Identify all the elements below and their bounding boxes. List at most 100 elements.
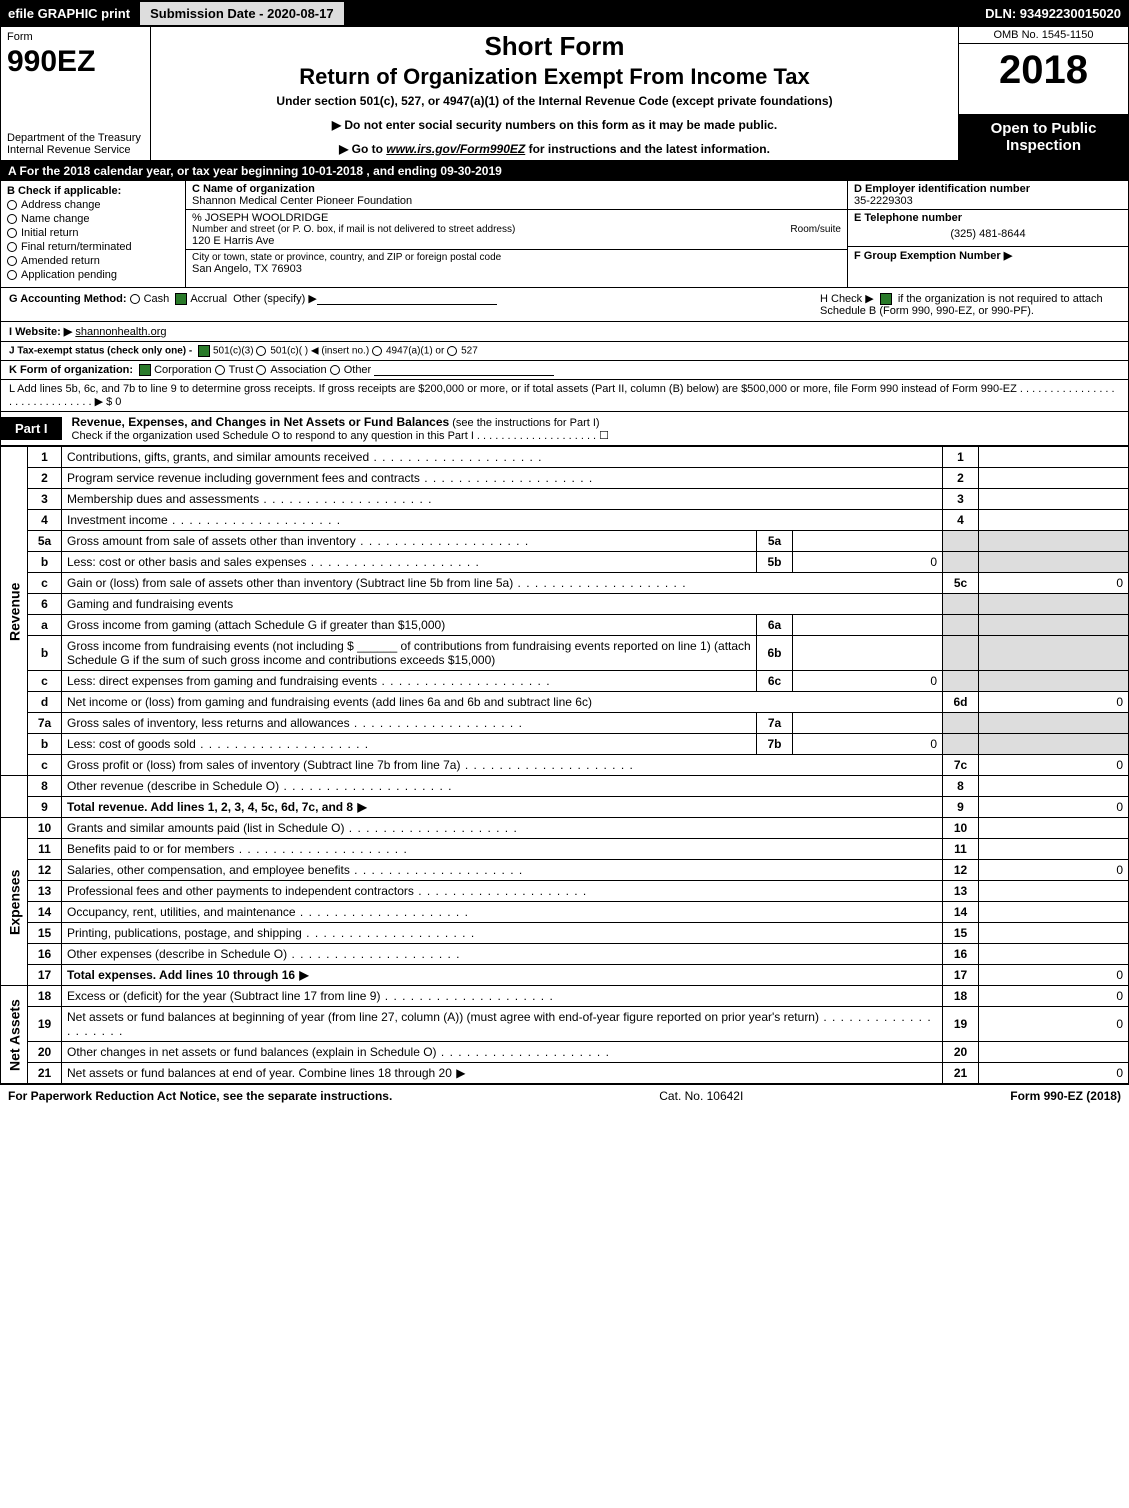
period-end: 09-30-2019 [440,164,501,178]
line-num: 10 [28,818,62,839]
instructions-link[interactable]: www.irs.gov/Form990EZ [386,142,525,156]
radio-icon[interactable] [256,346,266,356]
line-amount: 0 [979,1063,1129,1084]
line-col: 16 [943,944,979,965]
grey-cell [979,615,1129,636]
spacer [1,776,28,818]
line-amount [979,1042,1129,1063]
line-num: 19 [28,1007,62,1042]
radio-icon[interactable] [130,294,140,304]
part1-title-suffix: (see the instructions for Part I) [449,417,599,429]
line-num: b [28,636,62,671]
line-desc: Net income or (loss) from gaming and fun… [62,692,943,713]
line-desc: Less: cost or other basis and sales expe… [62,552,757,573]
line-desc: Total revenue. Add lines 1, 2, 3, 4, 5c,… [62,797,943,818]
chk-application-pending: Application pending [21,269,117,281]
k-other: Other [344,364,372,376]
grey-cell [943,713,979,734]
grey-cell [943,636,979,671]
radio-icon[interactable] [215,365,225,375]
row-i: I Website: ▶ shannonhealth.org [0,322,1129,342]
goto-suffix: for instructions and the latest informat… [525,142,770,156]
line-amount: 0 [979,755,1129,776]
org-name: Shannon Medical Center Pioneer Foundatio… [192,195,841,207]
room-label: Room/suite [790,224,841,235]
line-col: 4 [943,510,979,531]
j-4947: 4947(a)(1) or [386,346,444,357]
line-col: 15 [943,923,979,944]
chk-amended-return: Amended return [21,255,100,267]
accounting-method-label: G Accounting Method: [9,293,127,305]
street-label: Number and street (or P. O. box, if mail… [192,224,515,235]
line-desc: Gain or (loss) from sale of assets other… [62,573,943,594]
row-j: J Tax-exempt status (check only one) - 5… [0,342,1129,361]
website-value[interactable]: shannonhealth.org [75,326,166,338]
subline-label: 7a [757,713,793,734]
radio-icon[interactable] [7,256,17,266]
k-corporation: Corporation [154,364,211,376]
radio-icon[interactable] [7,228,17,238]
top-bar: efile GRAPHIC print Submission Date - 20… [0,0,1129,26]
footer-mid: Cat. No. 10642I [659,1089,743,1103]
grey-cell [979,636,1129,671]
radio-icon[interactable] [7,214,17,224]
radio-icon[interactable] [447,346,457,356]
org-info-block: B Check if applicable: Address change Na… [0,181,1129,288]
radio-icon[interactable] [372,346,382,356]
line-desc: Gross profit or (loss) from sales of inv… [62,755,943,776]
radio-icon[interactable] [7,242,17,252]
line-col: 20 [943,1042,979,1063]
efile-label: efile GRAPHIC print [0,6,138,21]
checkbox-icon[interactable] [880,293,892,305]
group-exemption-label: F Group Exemption Number ▶ [854,249,1122,262]
j-label: J Tax-exempt status (check only one) - [9,346,195,357]
line-col: 11 [943,839,979,860]
h-prefix: H Check ▶ [820,293,877,305]
line-col: 2 [943,468,979,489]
chk-initial-return: Initial return [21,227,78,239]
tax-year: 2018 [959,44,1128,114]
radio-icon[interactable] [7,270,17,280]
line-num: b [28,734,62,755]
line-desc: Gross sales of inventory, less returns a… [62,713,757,734]
line-col: 9 [943,797,979,818]
submission-date: Submission Date - 2020-08-17 [138,0,346,27]
checkbox-icon[interactable] [198,345,210,357]
line-num: c [28,671,62,692]
checkbox-icon[interactable] [175,293,187,305]
line-desc: Other expenses (describe in Schedule O) [62,944,943,965]
open-to-public: Open to Public Inspection [959,114,1128,160]
line-col: 13 [943,881,979,902]
line-desc: Contributions, gifts, grants, and simila… [62,447,943,468]
line-col: 8 [943,776,979,797]
street-value: 120 E Harris Ave [192,235,841,247]
line-amount: 0 [979,692,1129,713]
line-num: 11 [28,839,62,860]
part1-tab: Part I [1,417,62,440]
grey-cell [943,531,979,552]
k-association: Association [270,364,326,376]
part1-check-line: Check if the organization used Schedule … [72,429,1118,442]
line-desc: Other changes in net assets or fund bala… [62,1042,943,1063]
radio-icon[interactable] [330,365,340,375]
line-amount [979,839,1129,860]
subline-value [793,636,943,671]
radio-icon[interactable] [256,365,266,375]
line-desc: Salaries, other compensation, and employ… [62,860,943,881]
part1-header: Part I Revenue, Expenses, and Changes in… [0,412,1129,446]
checkbox-icon[interactable] [139,364,151,376]
grey-cell [979,594,1129,615]
line-amount: 0 [979,1007,1129,1042]
line-col: 1 [943,447,979,468]
subline-value: 0 [793,734,943,755]
line-desc: Professional fees and other payments to … [62,881,943,902]
grey-cell [979,531,1129,552]
line-num: 20 [28,1042,62,1063]
line-desc: Occupancy, rent, utilities, and maintena… [62,902,943,923]
line-num: 7a [28,713,62,734]
line-num: 6 [28,594,62,615]
line-amount [979,923,1129,944]
dept-irs: Internal Revenue Service [7,144,144,156]
instructions-link-row: ▶ Go to www.irs.gov/Form990EZ for instru… [161,142,948,156]
radio-icon[interactable] [7,200,17,210]
